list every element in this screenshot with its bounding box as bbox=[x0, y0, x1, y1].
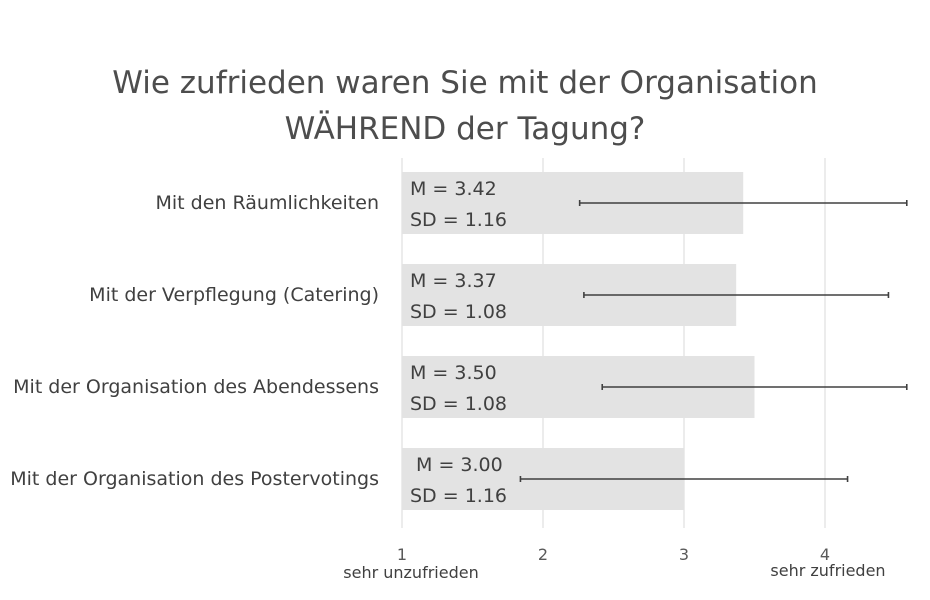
labels: 1 2 3 4 sehr unzufrieden sehr zufrieden Mit de… bbox=[10, 178, 885, 582]
x-tick-label: 2 bbox=[538, 545, 548, 564]
category-label: Mit der Organisation des Abendessens bbox=[13, 376, 379, 398]
chart-title-line-2: WÄHREND der Tagung? bbox=[284, 111, 646, 147]
x-tick-label: 3 bbox=[679, 545, 689, 564]
chart-title-line-1: Wie zufrieden waren Sie mit der Organisa… bbox=[112, 65, 818, 101]
bar-mean-label: M = 3.50 bbox=[410, 362, 497, 384]
error-bars bbox=[519, 200, 908, 482]
bar-mean-label: M = 3.42 bbox=[410, 178, 497, 200]
bar-mean-label: M = 3.00 bbox=[410, 454, 503, 476]
category-label: Mit den Räumlichkeiten bbox=[156, 192, 380, 214]
chart-title: Wie zufrieden waren Sie mit der Organisa… bbox=[0, 60, 930, 152]
category-label: Mit der Verpflegung (Catering) bbox=[89, 284, 379, 306]
x-anchor-label-right: sehr zufrieden bbox=[770, 561, 885, 580]
bar-sd-label: SD = 1.08 bbox=[410, 393, 507, 415]
x-tick-label: 1 bbox=[397, 545, 407, 564]
bar-sd-label: SD = 1.16 bbox=[410, 209, 507, 231]
x-anchor-label-left: sehr unzufrieden bbox=[343, 563, 478, 582]
bar-sd-label: SD = 1.16 bbox=[410, 485, 507, 507]
bar-mean-label: M = 3.37 bbox=[410, 270, 497, 292]
x-tick-label: 4 bbox=[820, 545, 830, 564]
bar-sd-label: SD = 1.08 bbox=[410, 301, 507, 323]
category-label: Mit der Organisation des Postervotings bbox=[10, 468, 379, 490]
